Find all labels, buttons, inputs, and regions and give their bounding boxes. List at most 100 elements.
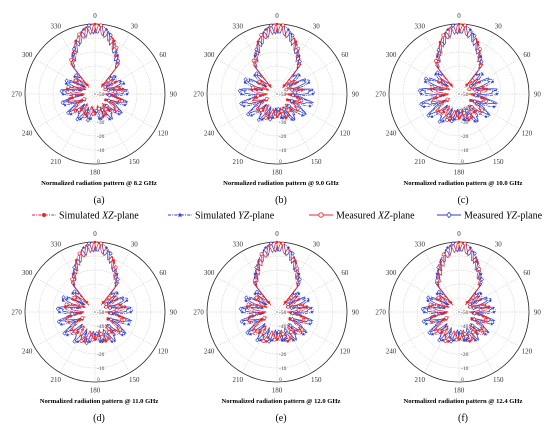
radial-tick-label: -10	[461, 366, 469, 372]
simulated-yz-marker	[300, 113, 305, 117]
simulated-xz-marker	[481, 314, 485, 318]
measured-xz-marker	[296, 308, 301, 312]
measured-xz-marker	[304, 318, 309, 322]
simulated-yz-marker	[489, 322, 494, 326]
measured-xz-marker	[463, 241, 467, 246]
measured-xz-marker	[73, 329, 78, 334]
measured-xz-marker	[257, 79, 262, 84]
legend-marker	[446, 211, 452, 219]
measured-yz-marker	[426, 295, 431, 300]
angle-tick-label: 300	[386, 269, 397, 277]
simulated-yz-marker	[242, 322, 247, 326]
simulated-xz-marker	[439, 260, 443, 264]
measured-yz-marker	[472, 251, 477, 256]
grid-spoke	[423, 311, 460, 373]
simulated-xz-marker	[292, 331, 296, 334]
grid-spoke	[34, 276, 96, 313]
measured-xz-marker	[273, 114, 277, 119]
radial-tick-label: -40	[97, 106, 105, 112]
simulated-xz-marker	[275, 22, 279, 26]
simulated-xz-marker	[251, 314, 255, 318]
legend-label: Measured YZ-plane	[464, 211, 543, 222]
simulated-yz-marker	[445, 27, 450, 32]
radial-tick-label: -20	[279, 134, 287, 140]
measured-yz-marker	[436, 289, 441, 295]
measured-yz-marker	[290, 93, 295, 98]
angle-tick-label: 0	[275, 12, 279, 20]
simulated-yz-marker	[88, 116, 93, 121]
measured-xz-marker	[434, 59, 438, 63]
simulated-xz-marker	[289, 109, 293, 112]
angle-tick-label: 330	[233, 22, 244, 30]
legend-item: Simulated XZ-plane	[32, 211, 139, 222]
simulated-yz-marker	[445, 245, 450, 250]
angle-tick-label: 150	[129, 158, 140, 166]
polar-panels: 03060901201501802102402703003300-10-20-3…	[11, 12, 541, 424]
radial-tick-label: -10	[97, 148, 105, 154]
legend-label-suffix: -plane	[249, 211, 275, 222]
measured-yz-marker	[72, 289, 77, 294]
angle-tick-label: 270	[11, 308, 22, 316]
simulated-yz-marker	[483, 332, 488, 336]
measured-yz-marker	[283, 328, 288, 333]
simulated-yz-marker	[435, 54, 440, 59]
grid-spoke	[94, 311, 156, 348]
measured-xz-marker	[120, 99, 124, 104]
angle-tick-label: 240	[386, 130, 397, 138]
measured-xz-marker	[281, 241, 285, 246]
measured-yz-marker	[464, 108, 469, 114]
simulated-xz-marker	[487, 305, 491, 309]
angle-tick-label: 330	[415, 22, 426, 30]
panel-sub-label: (d)	[93, 413, 105, 424]
simulated-yz-marker	[484, 114, 488, 119]
grid-spoke	[94, 33, 131, 95]
measured-xz-marker	[434, 312, 439, 316]
grid-spoke	[276, 276, 338, 313]
simulated-yz-marker	[69, 112, 73, 116]
legend-label: Simulated YZ-plane	[195, 211, 275, 222]
legend-label-prefix: Measured	[336, 211, 378, 222]
simulated-xz-marker	[438, 40, 442, 44]
simulated-yz-marker	[424, 322, 429, 326]
measured-xz-marker	[454, 337, 459, 342]
grid-spoke	[458, 33, 495, 95]
simulated-yz-marker	[279, 115, 283, 120]
measured-yz-marker	[269, 23, 274, 28]
measured-yz-marker	[64, 78, 69, 84]
grid-spoke	[458, 276, 520, 313]
radial-tick-label: 0	[461, 377, 464, 383]
simulated-yz-marker	[63, 103, 67, 107]
measured-yz-marker	[289, 305, 294, 311]
simulated-xz-marker	[101, 301, 105, 304]
measured-yz-marker	[472, 99, 477, 104]
measured-yz-marker	[285, 302, 290, 307]
grid-spoke	[216, 276, 278, 313]
simulated-yz-marker	[248, 332, 253, 336]
angle-tick-label: 30	[313, 240, 321, 248]
simulated-xz-marker	[245, 305, 249, 309]
angle-tick-label: 240	[386, 348, 397, 356]
angle-tick-label: 60	[159, 51, 167, 59]
measured-yz-marker	[289, 98, 294, 104]
simulated-yz-marker	[441, 119, 446, 123]
grid-spoke	[241, 33, 278, 95]
angle-tick-label: 120	[340, 130, 351, 138]
simulated-yz-marker	[239, 92, 244, 96]
grid-spoke	[241, 311, 278, 373]
grid-spoke	[59, 311, 96, 373]
simulated-xz-marker	[115, 298, 118, 301]
measured-xz-marker	[486, 318, 491, 322]
measured-yz-marker	[72, 265, 77, 270]
radial-tick-label: -30	[461, 120, 469, 126]
measured-xz-marker	[437, 78, 442, 83]
measured-yz-marker	[458, 108, 463, 114]
simulated-yz-marker	[110, 339, 114, 344]
radial-tick-label: -50	[279, 92, 287, 98]
radial-tick-label: -20	[461, 134, 469, 140]
simulated-xz-marker	[104, 340, 107, 343]
simulated-yz-marker	[452, 117, 457, 122]
simulated-yz-marker	[253, 54, 257, 58]
simulated-yz-marker	[286, 245, 291, 250]
simulated-xz-marker	[267, 301, 271, 304]
simulated-xz-marker	[284, 116, 288, 120]
